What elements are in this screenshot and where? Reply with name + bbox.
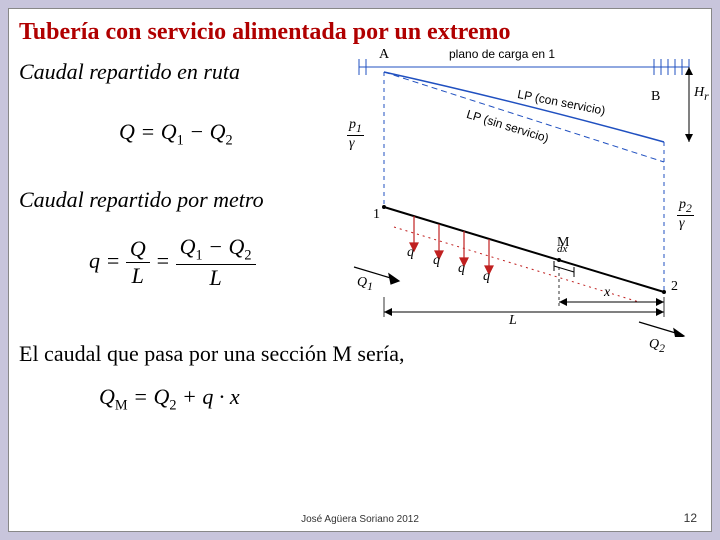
eq1-b-sub: 2 <box>226 132 233 148</box>
eq2-eq1: = <box>106 248 126 273</box>
subheading-1: Caudal repartido en ruta <box>19 59 240 85</box>
lbl-q3: q <box>458 261 465 277</box>
eq2-frac2-num: Q1 − Q2 <box>176 234 256 265</box>
eq2-lhs: q <box>89 248 100 273</box>
eq2-frac1-den: L <box>126 263 150 289</box>
eq3-b: q · x <box>202 384 239 409</box>
equation-1: Q = Q1 − Q2 <box>119 119 233 149</box>
eq2-eq2: = <box>155 248 175 273</box>
lbl-plano: plano de carga en 1 <box>449 47 555 61</box>
diagram: A plano de carga en 1 Hr p1 γ p2 γ LP (c… <box>339 47 709 337</box>
slide-title: Tubería con servicio alimentada por un e… <box>19 19 511 46</box>
lbl-Hr: Hr <box>694 85 709 103</box>
eq3-a: Q <box>153 384 169 409</box>
eq3-plus: + <box>182 384 202 409</box>
lbl-x: x <box>604 285 610 301</box>
eq1-lhs: Q <box>119 119 135 144</box>
lbl-L: L <box>509 313 517 329</box>
lbl-p2y: p2 γ <box>677 197 694 232</box>
eq1-minus: − <box>189 119 209 144</box>
footer-text: José Agüera Soriano 2012 <box>9 514 711 525</box>
lbl-Q1: Q1 <box>357 275 373 293</box>
eq1-eq: = <box>140 119 160 144</box>
eq3-lhs: Q <box>99 384 115 409</box>
equation-3: QM = Q2 + q · x <box>99 384 240 414</box>
eq2-frac2-den: L <box>176 265 256 291</box>
eq2-frac1: Q L <box>126 236 150 289</box>
lbl-B: B <box>651 89 660 105</box>
eq3-eq: = <box>133 384 153 409</box>
lbl-A: A <box>379 47 389 63</box>
eq3-lhs-sub: M <box>115 397 128 413</box>
eq3-a-sub: 2 <box>169 397 176 413</box>
lbl-2: 2 <box>671 279 678 295</box>
eq1-a: Q <box>161 119 177 144</box>
lbl-q4: q <box>483 269 490 285</box>
eq1-a-sub: 1 <box>177 132 184 148</box>
lbl-dx: dx <box>557 243 567 255</box>
slide-frame: Tubería con servicio alimentada por un e… <box>0 0 720 540</box>
lbl-q2: q <box>433 253 440 269</box>
eq1-b: Q <box>210 119 226 144</box>
lbl-Q2: Q2 <box>649 337 665 355</box>
subheading-2: Caudal repartido por metro <box>19 187 264 213</box>
lbl-p1y: p1 γ <box>347 117 364 152</box>
lbl-q1: q <box>407 245 414 261</box>
lbl-1: 1 <box>373 207 380 223</box>
slide-panel: Tubería con servicio alimentada por un e… <box>8 8 712 532</box>
eq2-frac2: Q1 − Q2 L <box>176 234 256 291</box>
eq2-frac1-num: Q <box>126 236 150 263</box>
body-text: El caudal que pasa por una sección M ser… <box>19 341 404 367</box>
page-number: 12 <box>684 511 697 525</box>
equation-2: q = Q L = Q1 − Q2 L <box>89 234 256 291</box>
